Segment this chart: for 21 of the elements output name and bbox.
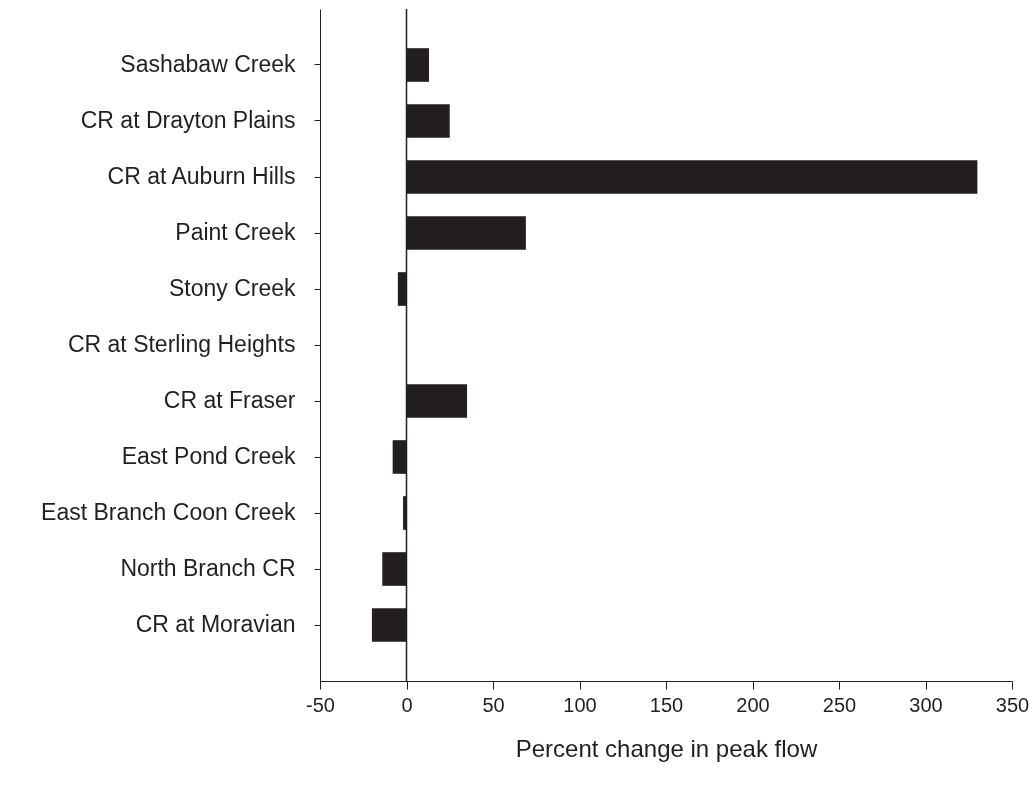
x-tick-label: 150 <box>649 693 684 716</box>
y-tick-label: Stony Creek <box>168 275 296 301</box>
y-tick-label: CR at Drayton Plains <box>80 107 296 133</box>
y-tick-label: Sashabaw Creek <box>120 51 296 77</box>
x-tick-label: 250 <box>822 693 857 716</box>
y-tick-label: North Branch CR <box>120 555 296 581</box>
x-tick-label: 300 <box>909 693 943 716</box>
x-tick-label: 100 <box>563 693 597 716</box>
x-tick-label: 0 <box>401 693 413 716</box>
x-tick-label: -50 <box>306 693 335 716</box>
x-axis-title: Percent change in peak flow <box>515 734 818 762</box>
y-tick-label: CR at Auburn Hills <box>107 163 296 189</box>
y-tick-label: CR at Moravian <box>135 611 296 637</box>
y-tick-label: CR at Fraser <box>163 387 296 413</box>
x-tick-label: 350 <box>995 693 1029 716</box>
y-tick-label: East Pond Creek <box>121 443 296 469</box>
y-tick-label: Paint Creek <box>175 219 296 245</box>
x-tick-label: 200 <box>736 693 770 716</box>
y-tick-label: CR at Sterling Heights <box>67 331 296 357</box>
x-tick-label: 50 <box>482 693 505 716</box>
y-tick-label: East Branch Coon Creek <box>41 499 296 525</box>
